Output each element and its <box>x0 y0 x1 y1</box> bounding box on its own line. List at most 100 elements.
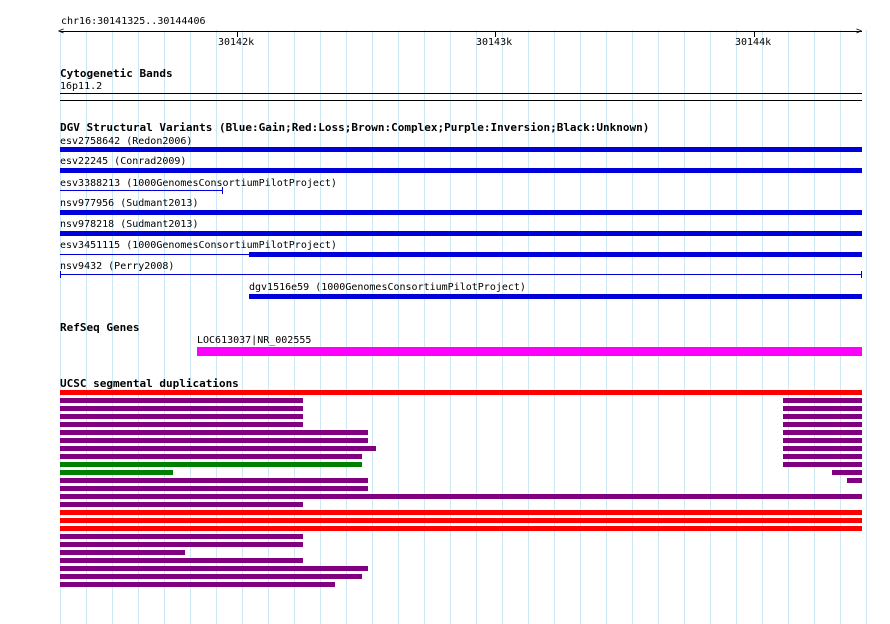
ruler-tick <box>754 31 755 37</box>
grid-line <box>268 30 269 624</box>
segdup-feature-bar[interactable] <box>832 470 862 475</box>
dgv-feature-bar[interactable] <box>60 190 223 191</box>
refseq-track-title[interactable]: RefSeq Genes <box>60 321 140 334</box>
dgv-feature-bar[interactable] <box>60 147 862 152</box>
segdup-feature-bar[interactable] <box>60 422 303 427</box>
segdup-feature-bar[interactable] <box>60 582 335 587</box>
grid-line <box>606 30 607 624</box>
grid-line <box>320 30 321 624</box>
segdup-feature-bar[interactable] <box>60 470 173 475</box>
grid-line <box>736 30 737 624</box>
segdup-track-title[interactable]: UCSC segmental duplications <box>60 377 239 390</box>
dgv-feature-label[interactable]: esv22245 (Conrad2009) <box>60 156 187 167</box>
segdup-feature-bar[interactable] <box>60 454 362 459</box>
grid-line <box>190 30 191 624</box>
segdup-feature-bar[interactable] <box>60 510 862 515</box>
grid-line <box>372 30 373 624</box>
dgv-feature-end <box>861 271 862 278</box>
grid-line <box>476 30 477 624</box>
cytoband-band-bottom <box>60 100 862 101</box>
segdup-feature-bar[interactable] <box>60 390 862 395</box>
dgv-feature-bar[interactable] <box>60 274 862 275</box>
dgv-feature-label[interactable]: nsv9432 (Perry2008) <box>60 261 175 272</box>
segdup-feature-bar[interactable] <box>60 526 862 531</box>
dgv-feature-end <box>60 271 61 278</box>
dgv-feature-bar[interactable] <box>249 294 862 299</box>
grid-line <box>398 30 399 624</box>
segdup-feature-bar[interactable] <box>783 430 862 435</box>
segdup-feature-bar[interactable] <box>60 462 362 467</box>
segdup-feature-bar[interactable] <box>783 422 862 427</box>
grid-line <box>762 30 763 624</box>
segdup-feature-bar[interactable] <box>60 558 303 563</box>
segdup-feature-bar[interactable] <box>60 574 362 579</box>
segdup-feature-bar[interactable] <box>783 462 862 467</box>
gene-feature-bar[interactable] <box>197 347 862 356</box>
grid-line <box>814 30 815 624</box>
dgv-feature-label[interactable]: esv3388213 (1000GenomesConsortiumPilotPr… <box>60 178 337 189</box>
dgv-feature-label[interactable]: esv2758642 (Redon2006) <box>60 136 193 147</box>
segdup-feature-bar[interactable] <box>60 478 368 483</box>
grid-line <box>112 30 113 624</box>
dgv-feature-bar[interactable] <box>60 210 862 215</box>
gene-label[interactable]: LOC613037|NR_002555 <box>197 335 312 346</box>
segdup-feature-bar[interactable] <box>60 542 303 547</box>
region-label: chr16:30141325..30144406 <box>61 16 206 27</box>
dgv-feature-label[interactable]: dgv1516e59 (1000GenomesConsortiumPilotPr… <box>249 282 526 293</box>
ruler-tick <box>495 31 496 37</box>
ruler-tick <box>237 31 238 37</box>
cytoband-label[interactable]: 16p11.2 <box>60 81 103 92</box>
grid-line <box>138 30 139 624</box>
segdup-feature-bar[interactable] <box>60 566 368 571</box>
segdup-feature-bar[interactable] <box>60 534 303 539</box>
segdup-feature-bar[interactable] <box>60 414 303 419</box>
grid-line <box>632 30 633 624</box>
dgv-feature-label[interactable]: nsv977956 (Sudmant2013) <box>60 198 199 209</box>
segdup-feature-bar[interactable] <box>60 406 303 411</box>
grid-line <box>60 30 61 624</box>
dgv-feature-label[interactable]: nsv978218 (Sudmant2013) <box>60 219 199 230</box>
cytoband-band-top <box>60 93 862 94</box>
segdup-feature-bar[interactable] <box>847 478 862 483</box>
grid-line <box>450 30 451 624</box>
dgv-feature-bar[interactable] <box>60 168 862 173</box>
dgv-feature-bar[interactable] <box>60 231 862 236</box>
segdup-feature-bar[interactable] <box>60 430 368 435</box>
segdup-feature-bar[interactable] <box>60 486 368 491</box>
grid-line <box>788 30 789 624</box>
segdup-feature-bar[interactable] <box>60 502 303 507</box>
segdup-feature-bar[interactable] <box>783 446 862 451</box>
segdup-feature-bar[interactable] <box>60 438 368 443</box>
grid-line <box>294 30 295 624</box>
grid-line <box>242 30 243 624</box>
grid-line <box>684 30 685 624</box>
grid-line <box>658 30 659 624</box>
dgv-feature-label[interactable]: esv3451115 (1000GenomesConsortiumPilotPr… <box>60 240 337 251</box>
ruler-axis <box>60 31 862 32</box>
segdup-feature-bar[interactable] <box>783 454 862 459</box>
grid-line <box>86 30 87 624</box>
dgv-feature-bar[interactable] <box>249 252 862 257</box>
cytoband-track-title[interactable]: Cytogenetic Bands <box>60 67 173 80</box>
dgv-feature-intron[interactable] <box>60 254 250 255</box>
grid-line <box>528 30 529 624</box>
segdup-feature-bar[interactable] <box>60 550 185 555</box>
segdup-feature-bar[interactable] <box>60 446 376 451</box>
grid-line <box>346 30 347 624</box>
segdup-feature-bar[interactable] <box>783 398 862 403</box>
grid-line <box>580 30 581 624</box>
segdup-feature-bar[interactable] <box>783 406 862 411</box>
ruler-left-arrow: < <box>58 26 65 37</box>
grid-line <box>164 30 165 624</box>
segdup-feature-bar[interactable] <box>60 494 862 499</box>
dgv-track-title[interactable]: DGV Structural Variants (Blue:Gain;Red:L… <box>60 121 650 134</box>
dgv-feature-end <box>222 187 223 194</box>
segdup-feature-bar[interactable] <box>60 398 303 403</box>
grid-line <box>554 30 555 624</box>
segdup-feature-bar[interactable] <box>783 438 862 443</box>
grid-line <box>840 30 841 624</box>
ruler-tick-label: 30143k <box>476 37 513 48</box>
segdup-feature-bar[interactable] <box>783 414 862 419</box>
segdup-feature-bar[interactable] <box>60 518 862 523</box>
